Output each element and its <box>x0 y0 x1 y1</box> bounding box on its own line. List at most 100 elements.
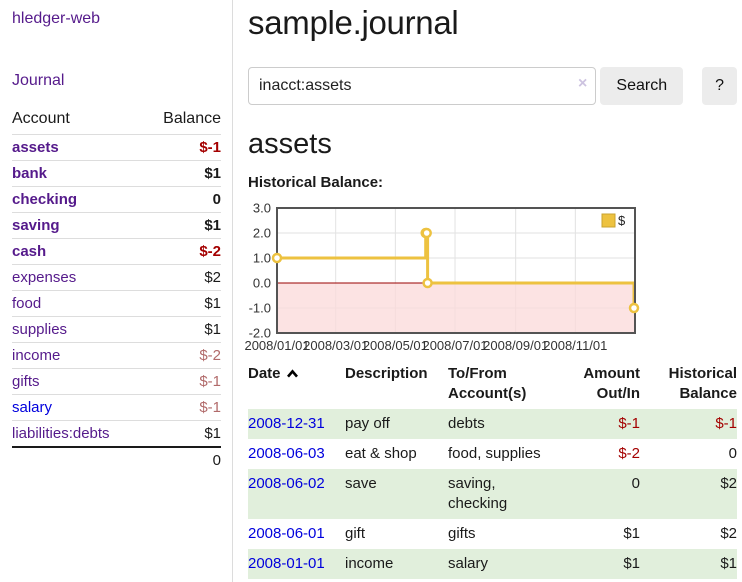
register-cell-date: 2008-01-01 <box>248 549 345 579</box>
x-tick-label: 2008/07/01 <box>422 338 487 353</box>
account-total-value: 0 <box>143 446 221 473</box>
register-header-date[interactable]: Date <box>248 362 345 409</box>
register-cell-amount: $1 <box>623 555 640 572</box>
account-row: supplies $1 <box>12 316 221 343</box>
account-link[interactable]: supplies <box>12 321 68 338</box>
clear-search-icon[interactable]: × <box>578 75 588 92</box>
search-input-wrap: × <box>248 67 597 105</box>
register-cell-amount: $-2 <box>618 445 640 462</box>
account-link[interactable]: saving <box>12 217 60 234</box>
chart-title: Historical Balance: <box>248 174 384 191</box>
account-link[interactable]: expenses <box>12 269 77 286</box>
register-cell-balance: $-1 <box>715 415 737 432</box>
account-balance: $-2 <box>143 342 221 369</box>
register-cell-balance: $2 <box>720 525 737 542</box>
account-link[interactable]: liabilities:debts <box>12 425 110 442</box>
account-column-header: Account <box>12 110 70 127</box>
register-cell-description: gift <box>345 525 366 542</box>
register-header-amount: Amount Out/In <box>583 365 640 402</box>
plot-border <box>276 207 636 334</box>
register-cell-accounts: saving, checking <box>448 475 508 512</box>
account-balance: $1 <box>143 420 221 447</box>
register-row: 2008-06-02 save saving, checking 0 $2 <box>248 469 737 519</box>
account-table-header: Account Balance <box>12 108 221 135</box>
account-row: food $1 <box>12 290 221 317</box>
account-total-row: 0 <box>12 446 221 473</box>
account-link[interactable]: income <box>12 347 61 364</box>
x-tick-label: 2008/11/01 <box>543 338 607 353</box>
register-row: 2008-12-31 pay off debts $-1 $-1 <box>248 409 737 439</box>
register-table-body: 2008-12-31 pay off debts $-1 $-1 2008-06-03 ea… <box>248 409 737 579</box>
help-button[interactable]: ? <box>702 67 737 105</box>
register-row: 2008-06-03 eat & shop food, supplies $-2 0 <box>248 439 737 469</box>
sidebar-item-journal[interactable]: Journal <box>12 72 65 89</box>
register-cell-description: pay off <box>345 415 390 432</box>
register-cell-date: 2008-06-03 <box>248 439 345 469</box>
data-point-marker <box>422 277 433 289</box>
register-cell-date: 2008-06-01 <box>248 519 345 549</box>
account-table-body: assets $-1 bank $1 checking 0 saving $1 cash $-2 e… <box>12 134 221 447</box>
register-row: 2008-01-01 income salary $1 $1 <box>248 549 737 579</box>
sidebar: hledger-web Journal Account Balance asse… <box>0 0 233 582</box>
transaction-date-link[interactable]: 2008-12-31 <box>248 415 325 432</box>
y-tick-label: 3.0 <box>253 201 271 216</box>
account-balance: $1 <box>143 212 221 239</box>
data-point-marker <box>628 302 640 314</box>
account-row: saving $1 <box>12 212 221 239</box>
y-tick-label: 0.0 <box>253 276 271 291</box>
data-point-marker <box>271 252 283 264</box>
register-cell-balance: $2 <box>720 475 737 492</box>
x-tick-label: 2008/03/01 <box>303 338 368 353</box>
account-balance: $1 <box>143 290 221 317</box>
account-link[interactable]: checking <box>12 191 78 208</box>
account-balance: $-1 <box>143 134 221 161</box>
search-form: × Search ? <box>248 67 737 105</box>
account-balance: $-1 <box>143 368 221 395</box>
account-link[interactable]: cash <box>12 243 47 260</box>
search-button[interactable]: Search <box>600 67 684 105</box>
account-link[interactable]: bank <box>12 165 48 182</box>
register-cell-description: income <box>345 555 394 572</box>
account-balance: $-2 <box>143 238 221 265</box>
account-link[interactable]: salary <box>12 399 53 416</box>
register-cell-accounts: food, supplies <box>448 445 541 462</box>
x-tick-label: 2008/05/01 <box>363 338 428 353</box>
y-tick-label: -2.0 <box>249 326 271 341</box>
register-cell-balance: 0 <box>728 445 737 462</box>
register-cell-accounts: salary <box>448 555 489 572</box>
register-header-row: Date Description To/From Account(s) Amou… <box>248 362 737 409</box>
account-row: assets $-1 <box>12 134 221 161</box>
account-balance: 0 <box>143 186 221 213</box>
account-row: gifts $-1 <box>12 368 221 395</box>
account-balance: $1 <box>143 160 221 187</box>
y-tick-label: 1.0 <box>253 251 271 266</box>
transaction-date-link[interactable]: 2008-06-02 <box>248 475 325 492</box>
sort-asc-icon <box>286 369 298 378</box>
transaction-date-link[interactable]: 2008-06-03 <box>248 445 325 462</box>
transaction-date-link[interactable]: 2008-01-01 <box>248 555 325 572</box>
negative-region <box>277 283 635 333</box>
account-row: checking 0 <box>12 186 221 213</box>
account-link[interactable]: gifts <box>12 373 40 390</box>
register-cell-amount: $-1 <box>618 415 640 432</box>
legend-swatch <box>601 213 616 228</box>
search-input[interactable] <box>248 67 597 105</box>
register-cell-description: save <box>345 475 377 492</box>
account-row: cash $-2 <box>12 238 221 265</box>
account-link[interactable]: food <box>12 295 42 312</box>
app-title-link[interactable]: hledger-web <box>12 10 101 27</box>
register-header-description: Description <box>345 365 428 382</box>
register-table: Date Description To/From Account(s) Amou… <box>248 362 737 579</box>
transaction-date-link[interactable]: 2008-06-01 <box>248 525 325 542</box>
account-link[interactable]: assets <box>12 139 59 156</box>
y-tick-label: -1.0 <box>249 301 271 316</box>
account-balance-table: Account Balance assets $-1 bank $1 checking 0… <box>12 108 221 473</box>
legend-label: $ <box>618 213 626 228</box>
account-balance: $-1 <box>143 394 221 421</box>
register-header-balance: Historical Balance <box>668 365 737 402</box>
register-cell-accounts: gifts <box>448 525 476 542</box>
x-tick-label: 2008/09/01 <box>483 338 548 353</box>
register-cell-description: eat & shop <box>345 445 417 462</box>
account-row: expenses $2 <box>12 264 221 291</box>
